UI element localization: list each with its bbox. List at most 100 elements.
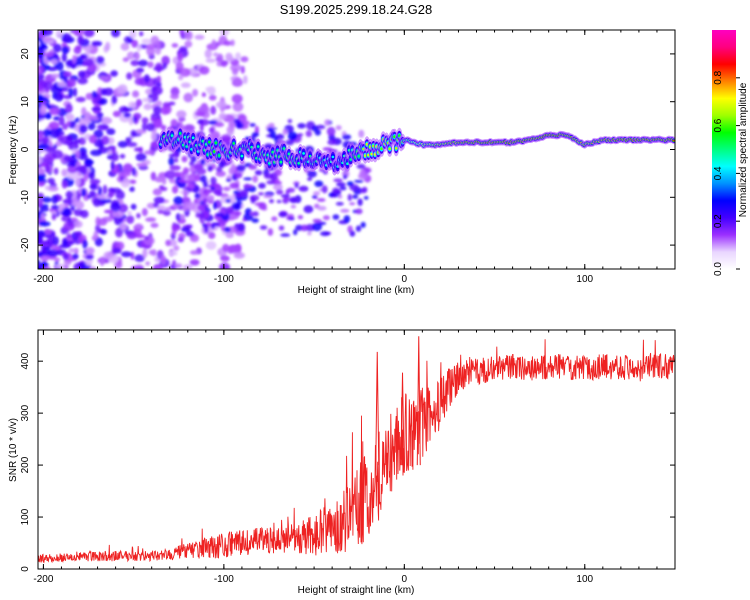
y-tick-label: 100 [20, 508, 31, 525]
noise-blob [38, 180, 46, 187]
noise-blob [313, 191, 321, 196]
noise-blob [160, 255, 167, 265]
noise-blob [92, 197, 102, 207]
noise-blob [141, 38, 152, 44]
noise-blob [352, 194, 359, 199]
noise-blob [243, 184, 254, 188]
noise-blob [216, 166, 223, 173]
noise-blob [66, 136, 73, 141]
noise-blob [79, 165, 88, 175]
noise-blob [280, 233, 291, 237]
noise-blob [229, 182, 239, 189]
noise-blob [65, 190, 74, 199]
noise-blob [128, 115, 134, 126]
noise-blob [61, 180, 68, 189]
ridge-peak [331, 155, 335, 159]
x-tick-label: -200 [33, 274, 53, 285]
noise-blob [189, 161, 195, 167]
noise-blob [227, 56, 235, 62]
ridge-peak [178, 132, 182, 135]
noise-blob [150, 117, 157, 122]
noise-blob [259, 225, 268, 230]
noise-blob [117, 140, 128, 148]
noise-blob [324, 119, 331, 126]
noise-blob [44, 228, 52, 235]
noise-blob [105, 41, 111, 51]
noise-blob [96, 112, 104, 119]
noise-blob [320, 231, 330, 237]
noise-blob [230, 162, 236, 172]
noise-blob [145, 217, 157, 222]
y-tick-label: 0 [20, 146, 31, 152]
noise-blob [103, 251, 114, 260]
noise-blob [52, 236, 59, 246]
noise-blob [214, 122, 225, 128]
noise-blob [174, 150, 179, 157]
noise-blob [208, 94, 217, 101]
noise-blob [43, 81, 53, 90]
noise-blob [184, 30, 193, 41]
noise-blob [144, 74, 150, 83]
noise-blob [126, 231, 137, 240]
noise-blob [332, 214, 340, 220]
noise-blob [204, 49, 212, 59]
noise-blob [342, 134, 352, 140]
noise-blob [51, 73, 60, 79]
noise-blob [273, 184, 283, 191]
noise-blob [123, 112, 132, 118]
ridge-peak [217, 154, 221, 157]
noise-blob [95, 56, 105, 65]
noise-blob [338, 194, 343, 199]
noise-blob [307, 170, 317, 178]
noise-blob [311, 195, 318, 199]
noise-blob [130, 265, 139, 269]
noise-blob [307, 231, 312, 236]
noise-blob [170, 93, 179, 100]
noise-blob [62, 253, 69, 261]
noise-blob [130, 129, 137, 138]
x-tick-label: 0 [402, 274, 408, 285]
noise-blob [38, 221, 51, 227]
noise-blob [283, 197, 290, 201]
noise-blob [145, 261, 151, 266]
noise-blob [78, 70, 86, 79]
noise-blob [51, 194, 58, 204]
noise-blob [225, 198, 231, 203]
noise-blob [93, 129, 104, 139]
noise-blob [41, 196, 52, 203]
noise-blob [90, 149, 103, 156]
noise-blob [197, 204, 206, 211]
noise-blob [254, 170, 263, 176]
noise-blob [228, 214, 239, 220]
noise-blob [122, 107, 134, 112]
noise-blob [189, 259, 200, 266]
noise-blob [263, 194, 273, 199]
noise-blob [144, 235, 150, 241]
noise-blob [232, 68, 239, 76]
noise-blob [299, 187, 307, 191]
noise-blob [171, 185, 179, 194]
noise-blob [294, 182, 299, 189]
ridge-peak [240, 154, 244, 158]
noise-blob [250, 196, 256, 204]
noise-blob [93, 230, 99, 240]
noise-blob [80, 53, 88, 60]
ridge-peak [232, 142, 236, 145]
noise-blob [90, 266, 97, 269]
noise-blob [150, 85, 163, 96]
noise-blob [258, 182, 266, 189]
ridge-peak [357, 154, 361, 158]
ridge-peak [672, 140, 675, 142]
noise-blob [211, 39, 217, 48]
noise-blob [198, 66, 210, 75]
noise-blob [227, 244, 239, 254]
noise-blob [276, 199, 282, 204]
colorbar-tick-label: 0.6 [713, 118, 724, 132]
noise-blob [152, 263, 163, 269]
noise-blob [101, 135, 110, 145]
snr-x-label: Height of straight line (km) [298, 585, 415, 596]
y-tick-label: 400 [20, 352, 31, 369]
noise-blob [134, 52, 140, 61]
noise-blob [139, 31, 144, 37]
noise-blob [162, 176, 167, 185]
